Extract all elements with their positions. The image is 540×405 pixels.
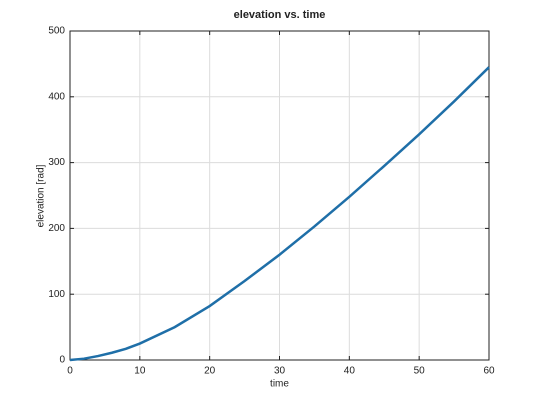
y-tick-label: 0 xyxy=(59,355,65,366)
x-tick-label: 50 xyxy=(414,366,426,377)
x-tick-label: 40 xyxy=(344,366,356,377)
y-tick-label: 200 xyxy=(48,223,65,234)
plot-frame xyxy=(69,30,490,361)
x-axis-label: time xyxy=(270,379,289,390)
chart-title: elevation vs. time xyxy=(234,9,326,21)
data-line xyxy=(69,66,490,362)
x-tick-label: 10 xyxy=(134,366,146,377)
x-tick-label: 0 xyxy=(67,366,73,377)
x-tick-label: 30 xyxy=(274,366,286,377)
y-tick-label: 100 xyxy=(48,289,65,300)
x-tick-label: 20 xyxy=(204,366,216,377)
y-tick-label: 300 xyxy=(48,157,65,168)
y-tick-label: 500 xyxy=(48,26,65,37)
x-tick-label: 60 xyxy=(483,366,495,377)
y-axis-label: elevation [rad] xyxy=(36,164,47,227)
y-tick-label: 400 xyxy=(48,91,65,102)
